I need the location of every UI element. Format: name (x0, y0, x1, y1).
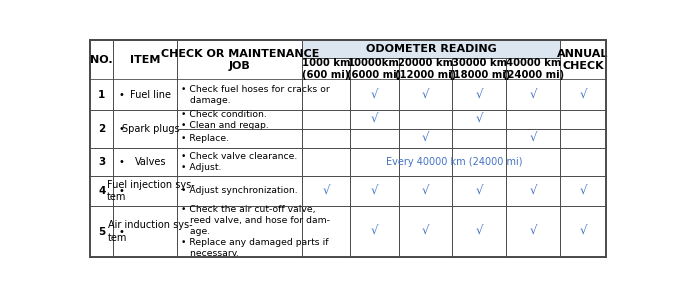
Text: Spark plugs: Spark plugs (122, 124, 179, 134)
Text: √: √ (476, 225, 483, 238)
Text: √: √ (370, 225, 378, 238)
Text: √: √ (579, 184, 587, 198)
Text: √: √ (370, 184, 378, 198)
Text: √: √ (530, 184, 537, 198)
Text: 3: 3 (98, 157, 105, 167)
Text: •: • (118, 186, 124, 196)
Text: √: √ (422, 184, 429, 198)
Text: √: √ (422, 88, 429, 101)
Text: √: √ (323, 184, 330, 198)
Bar (90, 148, 606, 176)
Text: •: • (118, 227, 124, 237)
Text: •: • (118, 90, 124, 100)
Text: √: √ (530, 88, 537, 101)
Text: √: √ (476, 88, 483, 101)
Text: Fuel injection sys-
tem: Fuel injection sys- tem (107, 180, 194, 202)
Text: 2: 2 (98, 124, 105, 134)
Text: 1000 km
(600 mi): 1000 km (600 mi) (301, 58, 350, 80)
Text: • Replace.: • Replace. (181, 134, 229, 143)
Bar (177, 40, 302, 80)
Text: 30000 km
(18000 mi): 30000 km (18000 mi) (449, 58, 510, 80)
Bar (113, 40, 177, 80)
Text: •: • (118, 157, 124, 167)
Text: ODOMETER READING: ODOMETER READING (366, 44, 497, 54)
Text: √: √ (422, 225, 429, 238)
Text: NO.: NO. (90, 55, 113, 65)
Text: √: √ (579, 88, 587, 101)
Text: 20000 km
(12000 mi): 20000 km (12000 mi) (395, 58, 456, 80)
Text: Every 40000 km (24000 mi): Every 40000 km (24000 mi) (386, 157, 522, 167)
Text: √: √ (476, 113, 483, 126)
Bar (90, 80, 606, 110)
Text: √: √ (476, 184, 483, 198)
Text: 10000km
(6000 mi): 10000km (6000 mi) (347, 58, 401, 80)
Text: √: √ (530, 132, 537, 145)
Text: 40000 km
(24000 mi): 40000 km (24000 mi) (502, 58, 564, 80)
Bar (302, 58, 560, 80)
Bar (90, 206, 606, 257)
Bar (90, 110, 606, 148)
Text: ANNUAL
CHECK: ANNUAL CHECK (557, 49, 609, 71)
Text: ITEM: ITEM (130, 55, 161, 65)
Text: • Check the air cut-off valve,
   reed valve, and hose for dam-
   age.
• Replac: • Check the air cut-off valve, reed valv… (181, 205, 329, 258)
Text: 5: 5 (98, 227, 105, 237)
Text: Fuel line: Fuel line (130, 90, 171, 100)
Text: • Adjust synchronization.: • Adjust synchronization. (181, 186, 297, 196)
Bar (90, 40, 606, 80)
Text: √: √ (530, 225, 537, 238)
Text: 4: 4 (98, 186, 105, 196)
Text: √: √ (370, 88, 378, 101)
Text: • Check condition.
• Clean and regap.: • Check condition. • Clean and regap. (181, 110, 268, 130)
Bar (302, 40, 560, 58)
Text: √: √ (579, 225, 587, 238)
Text: √: √ (422, 132, 429, 145)
Text: • Check valve clearance.
• Adjust.: • Check valve clearance. • Adjust. (181, 152, 297, 172)
Text: CHECK OR MAINTENANCE
JOB: CHECK OR MAINTENANCE JOB (161, 49, 319, 71)
Text: •: • (118, 124, 124, 134)
Text: 1: 1 (98, 90, 105, 100)
Bar (560, 40, 606, 80)
Text: Valves: Valves (135, 157, 166, 167)
Bar (90, 176, 606, 206)
Text: • Check fuel hoses for cracks or
   damage.: • Check fuel hoses for cracks or damage. (181, 85, 329, 105)
Text: Air induction sys-
tem: Air induction sys- tem (108, 220, 193, 243)
Text: √: √ (370, 113, 378, 126)
Bar (90, 40, 113, 80)
